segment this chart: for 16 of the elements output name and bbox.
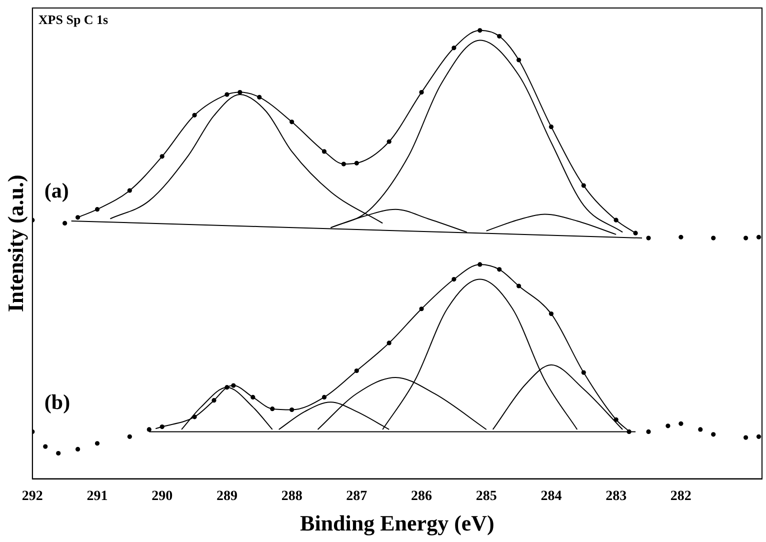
x-tick-label: 284 — [540, 488, 562, 504]
annotation: (a) — [44, 178, 69, 203]
x-tick-label: 285 — [476, 488, 497, 504]
x-tick-label: 283 — [606, 488, 627, 504]
x-tick-label: 291 — [86, 488, 108, 504]
x-tick-label: 288 — [281, 488, 302, 504]
x-axis-title: Binding Energy (eV) — [300, 510, 494, 536]
y-axis-title: Intensity (a.u.) — [2, 174, 28, 312]
text: XPS Sp C 1s — [38, 12, 108, 27]
x-tick-label: 290 — [152, 488, 173, 504]
x-tick-label: 289 — [216, 488, 238, 504]
x-tick-label: 292 — [22, 488, 43, 504]
x-tick-label: 287 — [346, 488, 368, 504]
x-tick-label: 286 — [411, 488, 432, 504]
x-tick-label: 282 — [670, 488, 692, 504]
annotation: (b) — [44, 390, 70, 414]
